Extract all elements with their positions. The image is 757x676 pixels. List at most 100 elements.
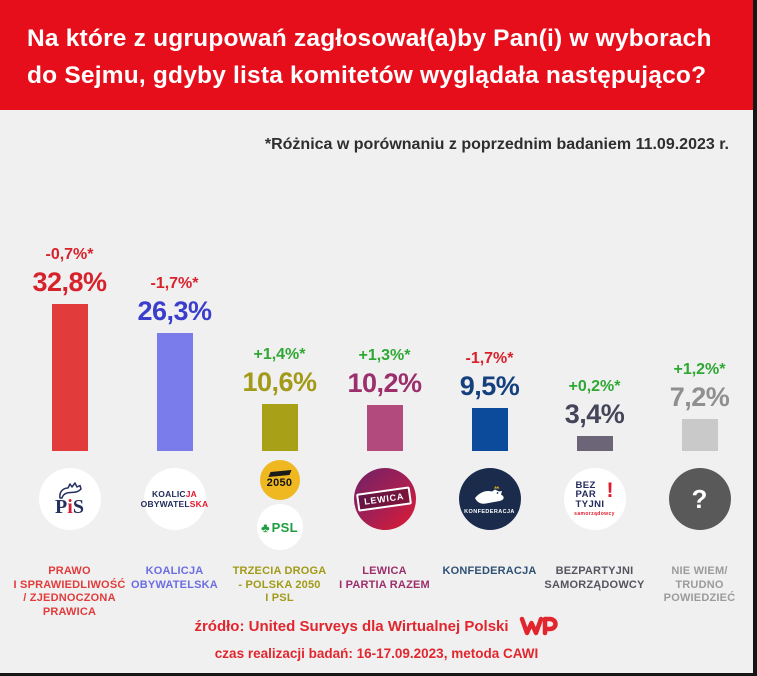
party-name-line: NIE WIEM/ — [671, 565, 728, 577]
party-name: BEZPARTYJNI SAMORZĄDOWCY — [544, 565, 644, 592]
ko-l2-navy: OBYWATEL — [140, 499, 190, 509]
pis-i: i — [67, 496, 73, 518]
value-label: 7,2% — [669, 381, 730, 412]
change-label: +1,3%* — [358, 347, 411, 365]
lewica-logo-text: LEWICA — [356, 486, 413, 512]
exclamation-icon: ! — [606, 478, 614, 502]
methodology-text: czas realizacji badań: 16-17.09.2023, me… — [214, 646, 539, 661]
bezpartyjni-subtext: samorządowcy — [574, 511, 615, 518]
party-name-line: I SPRAWIEDLIWOŚĆ — [13, 578, 126, 591]
bar-area: +0,2%* 3,4% — [542, 180, 647, 451]
pis-s: S — [72, 496, 84, 518]
party-column-ko: -1,7%* 26,3% KOALICJA OBYWATELSKA KOALIC… — [122, 180, 227, 619]
flag-icon — [267, 469, 292, 478]
party-name-line: KOALICJA — [145, 565, 204, 577]
konfederacja-logo: KONFEDERACJA — [458, 468, 521, 530]
bar-area: +1,2%* 7,2% — [647, 180, 752, 451]
methodology-line: czas realizacji badań: 16-17.09.2023, me… — [0, 646, 753, 661]
change-label: -1,7%* — [150, 275, 199, 293]
party-name-line: BEZPARTYJNI — [555, 565, 634, 577]
source-text: źródło: United Surveys dla Wirtualnej Po… — [194, 617, 509, 635]
source-line: źródło: United Surveys dla Wirtualnej Po… — [0, 614, 753, 638]
bezp-line: BEZ — [575, 479, 596, 491]
ko-logo-line1: KOALICJA — [152, 489, 197, 499]
bezp-line: TYJNI — [575, 498, 605, 510]
value-label: 10,6% — [242, 366, 317, 397]
party-name: KOALICJA OBYWATELSKA — [131, 565, 218, 592]
konfederacja-logo-text: KONFEDERACJA — [464, 508, 515, 515]
comparison-note: *Różnica w porównaniu z poprzednim badan… — [264, 136, 729, 153]
bar-lewica — [366, 405, 403, 451]
party-column-konfederacja: -1,7%* 9,5% KONFEDERACJA KONFEDERACJA — [437, 180, 542, 619]
party-column-pis: -0,7%* 32,8% PiS PRAWO I SPRAWIEDLIWOŚĆ … — [14, 180, 126, 619]
change-label: -1,7%* — [465, 350, 514, 368]
party-name-line: PRAWO — [48, 565, 91, 577]
bezpartyjni-lines: BEZ PAR TYJNI — [576, 481, 605, 510]
clover-icon: ♣ — [261, 519, 270, 535]
change-label: +1,2%* — [673, 360, 726, 378]
wp-logo — [519, 616, 558, 636]
ko-l1-red: JA — [185, 489, 198, 499]
header-banner: Na które z ugrupowań zagłosował(a)by Pan… — [0, 0, 753, 110]
logo-area: PiS — [38, 460, 101, 552]
bar-area: -1,7%* 9,5% — [437, 180, 542, 451]
value-label: 32,8% — [32, 267, 107, 298]
bar-area: +1,4%* 10,6% — [227, 180, 332, 451]
bezp-line: PAR — [575, 489, 597, 501]
bezpartyjni-logo: BEZ PAR TYJNI ! samorządowcy — [563, 468, 626, 530]
logo-area: ? — [668, 460, 731, 552]
party-name: LEWICA I PARTIA RAZEM — [339, 565, 430, 592]
bar-nie-wiem — [681, 418, 718, 451]
change-label: +1,4%* — [253, 345, 306, 363]
party-name-line: SAMORZĄDOWCY — [544, 578, 645, 591]
change-label: +0,2%* — [568, 377, 621, 395]
pis-p: P — [55, 496, 68, 518]
bar-chart: -0,7%* 32,8% PiS PRAWO I SPRAWIEDLIWOŚĆ … — [14, 180, 752, 619]
pis-logo-text: PiS — [55, 496, 84, 518]
ko-l2-red: SKA — [189, 499, 209, 509]
party-name-line: LEWICA — [362, 565, 407, 577]
bar-area: +1,3%* 10,2% — [332, 180, 437, 451]
party-column-nie-wiem: +1,2%* 7,2% ? NIE WIEM/ TRUDNO POWIEDZIE… — [647, 180, 752, 619]
party-column-trzecia-droga: +1,4%* 10,6% 2050 ♣ PSL TRZECIA DROGA - … — [227, 180, 332, 619]
lewica-logo: LEWICA — [353, 468, 416, 530]
party-name-line: PRAWICA — [42, 605, 97, 618]
ko-logo-line2: OBYWATELSKA — [141, 499, 209, 509]
page-title: Na które z ugrupowań zagłosował(a)by Pan… — [27, 25, 712, 89]
party-name-line: TRUDNO — [675, 578, 724, 591]
party-name-line: / ZJEDNOCZONA — [23, 592, 116, 604]
value-label: 10,2% — [347, 368, 422, 399]
bar-trzecia-droga — [261, 403, 298, 451]
value-label: 3,4% — [564, 398, 625, 429]
bar-ko — [156, 333, 193, 451]
logo-area: 2050 ♣ PSL — [256, 460, 303, 552]
polska2050-text: 2050 — [266, 477, 293, 489]
value-label: 9,5% — [459, 371, 520, 402]
party-name-line: POWIEDZIEĆ — [663, 592, 736, 604]
party-name-line: OBYWATELSKA — [131, 578, 218, 591]
bar-konfederacja — [471, 408, 508, 451]
value-label: 26,3% — [137, 296, 212, 327]
logo-area: KOALICJA OBYWATELSKA — [141, 460, 209, 552]
eagle-icon — [474, 485, 504, 504]
bezpartyjni-logo-text: BEZ PAR TYJNI ! — [576, 478, 614, 510]
logo-area: BEZ PAR TYJNI ! samorządowcy — [563, 460, 626, 552]
party-column-lewica: +1,3%* 10,2% LEWICA LEWICA I PARTIA RAZE… — [332, 180, 437, 619]
psl-text: PSL — [271, 519, 298, 535]
party-name-line: - POLSKA 2050 — [238, 578, 321, 591]
question-mark-icon: ? — [691, 483, 708, 514]
party-name-line: I PSL — [265, 592, 294, 604]
ko-l1-navy: KOALIC — [151, 489, 186, 499]
party-name-line: KONFEDERACJA — [442, 565, 537, 577]
party-name-line: TRZECIA DROGA — [232, 565, 327, 577]
party-name: KONFEDERACJA — [442, 565, 536, 579]
question-mark-logo: ? — [668, 468, 731, 530]
party-name: NIE WIEM/ TRUDNO POWIEDZIEĆ — [664, 565, 736, 606]
bar-bezpartyjni — [576, 435, 613, 451]
logo-area: KONFEDERACJA — [458, 460, 521, 552]
eagle-crown-icon — [58, 482, 82, 499]
change-label: -0,7%* — [45, 246, 94, 264]
party-name-line: I PARTIA RAZEM — [339, 578, 430, 591]
ko-logo: KOALICJA OBYWATELSKA — [141, 468, 209, 530]
